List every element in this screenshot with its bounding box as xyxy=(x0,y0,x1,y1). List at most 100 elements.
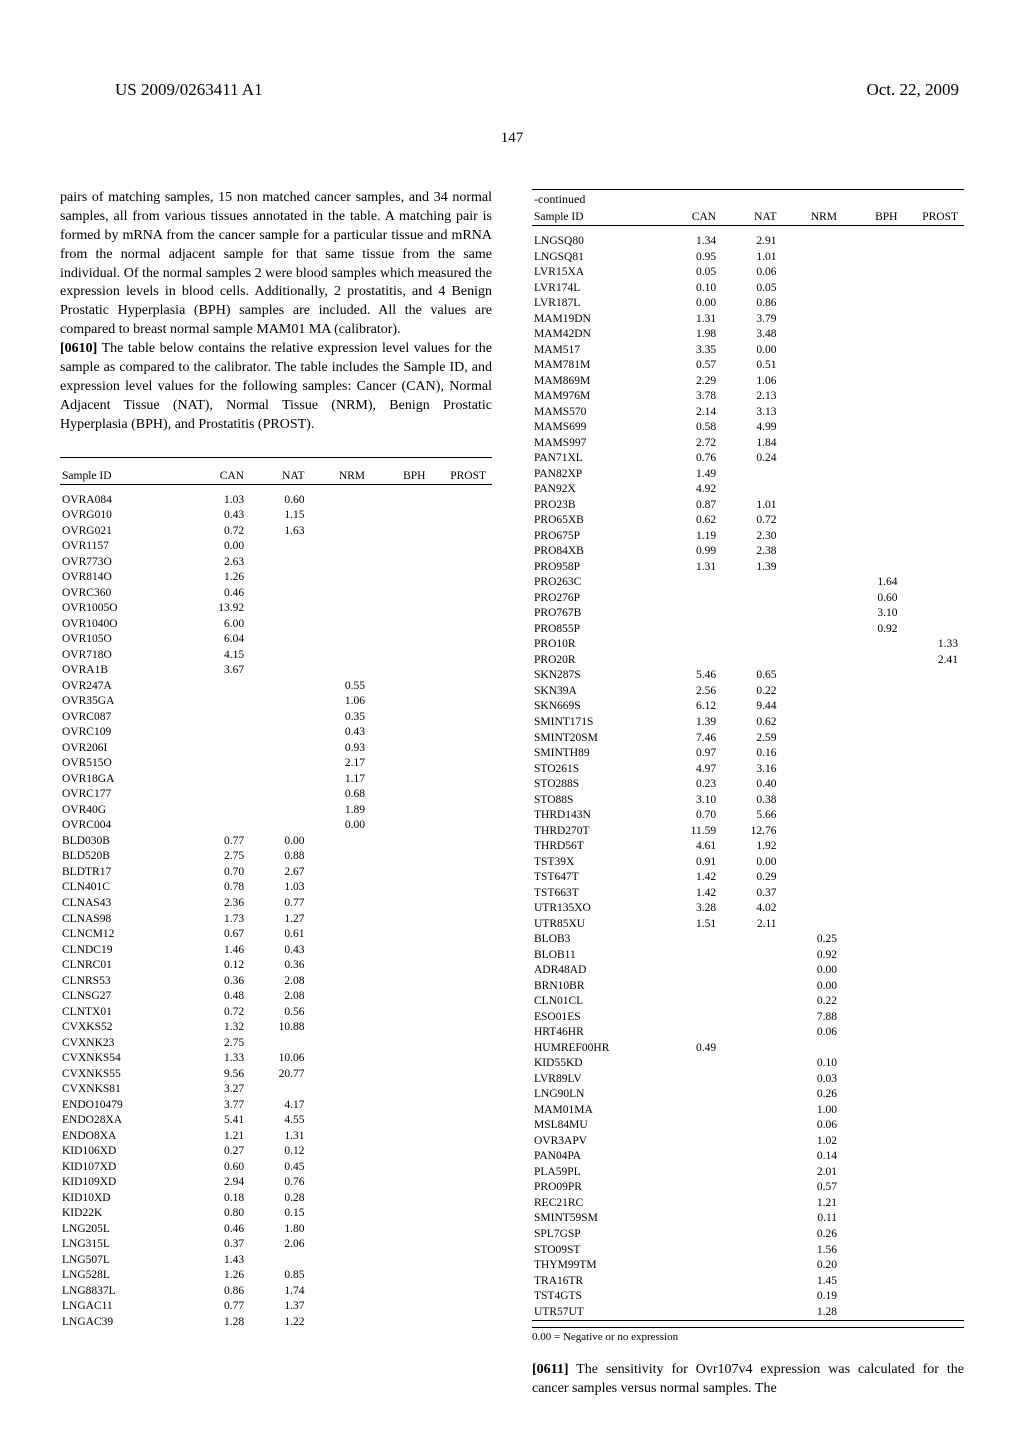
cell-value xyxy=(371,1113,431,1129)
cell-value xyxy=(311,617,371,633)
cell-sample-id: TST4GTS xyxy=(532,1289,662,1305)
col-nrm: NRM xyxy=(311,468,371,485)
cell-value xyxy=(903,234,964,250)
cell-value xyxy=(843,715,903,731)
cell-value: 1.31 xyxy=(250,1129,310,1145)
cell-value xyxy=(190,772,250,788)
cell-value xyxy=(903,1165,964,1181)
table-row: BRN10BR0.00 xyxy=(532,979,964,995)
cell-value xyxy=(662,637,722,653)
table-row: BLOB110.92 xyxy=(532,948,964,964)
cell-value xyxy=(662,1134,722,1150)
cell-value: 0.72 xyxy=(190,1005,250,1021)
table-row: SKN39A2.560.22 xyxy=(532,684,964,700)
cell-sample-id: UTR135XO xyxy=(532,901,662,917)
cell-value xyxy=(371,1051,431,1067)
cell-value xyxy=(431,1129,492,1145)
cell-value xyxy=(250,787,310,803)
cell-value xyxy=(903,312,964,328)
cell-value xyxy=(783,358,843,374)
table-row: TST647T1.420.29 xyxy=(532,870,964,886)
cell-value: 2.91 xyxy=(722,234,782,250)
cell-value: 1.28 xyxy=(190,1315,250,1331)
cell-value: 0.72 xyxy=(190,524,250,540)
table-row: PAN04PA0.14 xyxy=(532,1149,964,1165)
cell-value xyxy=(903,1180,964,1196)
cell-value xyxy=(662,932,722,948)
cell-value xyxy=(903,265,964,281)
cell-sample-id: STO261S xyxy=(532,762,662,778)
cell-value xyxy=(903,839,964,855)
cell-value xyxy=(371,1129,431,1145)
cell-value: 1.06 xyxy=(311,694,371,710)
cell-value: 10.88 xyxy=(250,1020,310,1036)
cell-value xyxy=(311,834,371,850)
cell-value: 0.22 xyxy=(783,994,843,1010)
cell-sample-id: SMINT20SM xyxy=(532,731,662,747)
table-row: STO09ST1.56 xyxy=(532,1243,964,1259)
cell-value xyxy=(250,601,310,617)
cell-value: 3.35 xyxy=(662,343,722,359)
cell-sample-id: MSL84MU xyxy=(532,1118,662,1134)
cell-value xyxy=(431,555,492,571)
cell-sample-id: OVRA1B xyxy=(60,663,190,679)
cell-value xyxy=(903,932,964,948)
cell-sample-id: THYM99TM xyxy=(532,1258,662,1274)
cell-value: 1.39 xyxy=(662,715,722,731)
cell-value xyxy=(903,808,964,824)
cell-value: 0.85 xyxy=(250,1268,310,1284)
cell-value xyxy=(662,1211,722,1227)
cell-value xyxy=(250,710,310,726)
cell-value: 0.49 xyxy=(662,1041,722,1057)
paragraph-0611: [0611] The sensitivity for Ovr107v4 expr… xyxy=(532,1361,964,1399)
cell-sample-id: MAM869M xyxy=(532,374,662,390)
table-row: CLNSG270.482.08 xyxy=(60,989,492,1005)
cell-value xyxy=(903,1056,964,1072)
cell-value xyxy=(431,1284,492,1300)
cell-value: 1.42 xyxy=(662,870,722,886)
cell-sample-id: HUMREF00HR xyxy=(532,1041,662,1057)
cell-value xyxy=(903,420,964,436)
cell-sample-id: LNGSQ81 xyxy=(532,250,662,266)
cell-value xyxy=(250,772,310,788)
cell-value xyxy=(371,1098,431,1114)
cell-value: 0.43 xyxy=(250,943,310,959)
cell-value: 3.16 xyxy=(722,762,782,778)
cell-value xyxy=(903,436,964,452)
cell-sample-id: OVR3APV xyxy=(532,1134,662,1150)
cell-sample-id: PRO675P xyxy=(532,529,662,545)
table-row: CVXNKS559.5620.77 xyxy=(60,1067,492,1083)
cell-value xyxy=(371,679,431,695)
cell-value: 2.08 xyxy=(250,974,310,990)
table-row: OVR515O2.17 xyxy=(60,756,492,772)
cell-value: 3.13 xyxy=(722,405,782,421)
cell-value xyxy=(371,663,431,679)
data-table-right: -continued Sample ID CAN NAT NRM BPH PRO… xyxy=(532,189,964,1321)
cell-value: 0.77 xyxy=(190,834,250,850)
table-row: OVR18GA1.17 xyxy=(60,772,492,788)
cell-value: 0.06 xyxy=(783,1025,843,1041)
cell-value xyxy=(903,901,964,917)
cell-value: 4.15 xyxy=(190,648,250,664)
cell-value xyxy=(903,668,964,684)
col-prost: PROST xyxy=(903,209,964,226)
cell-value xyxy=(843,1087,903,1103)
cell-value xyxy=(311,1175,371,1191)
cell-value: 7.88 xyxy=(783,1010,843,1026)
cell-value xyxy=(843,1227,903,1243)
cell-sample-id: CLNSG27 xyxy=(60,989,190,1005)
table-row: SMINT171S1.390.62 xyxy=(532,715,964,731)
cell-value xyxy=(843,529,903,545)
cell-value xyxy=(903,529,964,545)
table-row: MAM976M3.782.13 xyxy=(532,389,964,405)
cell-sample-id: LNGAC11 xyxy=(60,1299,190,1315)
cell-value xyxy=(431,601,492,617)
cell-value xyxy=(371,787,431,803)
cell-value xyxy=(783,668,843,684)
cell-sample-id: CVXNKS54 xyxy=(60,1051,190,1067)
cell-sample-id: OVRC087 xyxy=(60,710,190,726)
col-bph: BPH xyxy=(371,468,431,485)
table-row: HUMREF00HR0.49 xyxy=(532,1041,964,1057)
table-row: STO288S0.230.40 xyxy=(532,777,964,793)
table-row: OVR247A0.55 xyxy=(60,679,492,695)
